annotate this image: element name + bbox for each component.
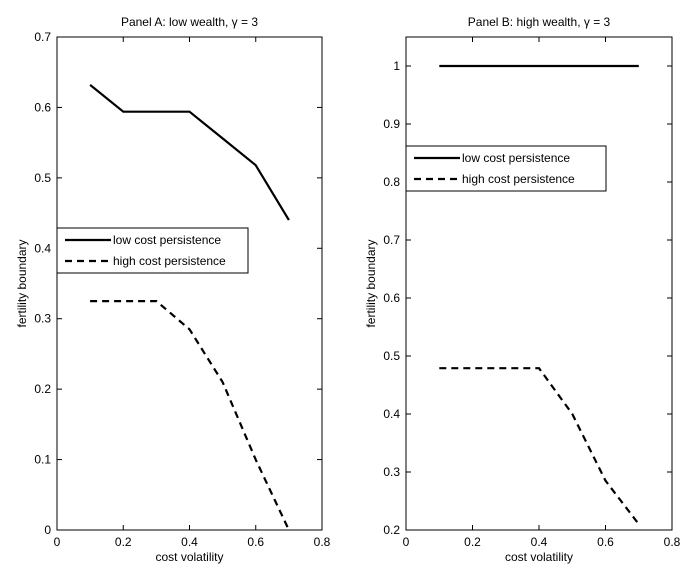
legend: low cost persistence high cost persistenc… [405,145,607,192]
plot-frame [56,36,323,531]
plot-frame [405,36,673,531]
legend-label: high cost persistence [113,254,226,268]
y-tick-label: 0 [44,523,51,537]
legend: low cost persistence high cost persistenc… [56,227,249,274]
y-tick-label: 0.3 [383,465,400,479]
series-line-high-cost-persistence [90,300,290,531]
x-tick-label: 0 [403,535,410,549]
y-tick-label: 0.4 [383,407,400,421]
y-axis-label: fertility boundary [364,239,378,327]
y-tick-label: 0.2 [383,523,400,537]
x-tick-label: 0.2 [464,535,481,549]
y-tick-label: 0.7 [34,30,51,44]
x-tick-label: 0.6 [247,535,264,549]
y-tick-label: 1 [393,59,400,73]
y-tick-label: 0.9 [383,117,400,131]
x-axis-label: cost volatility [155,550,223,564]
y-tick-label: 0.5 [34,171,51,185]
legend-box [56,227,249,274]
y-tick-label: 0.4 [34,241,51,255]
panel-a: Panel A: low wealth, γ = 3 cost volatilit… [15,15,331,564]
y-tick-label: 0.6 [34,100,51,114]
legend-label: low cost persistence [113,233,221,247]
y-tick-label: 0.8 [383,175,400,189]
y-tick-label: 0.6 [383,291,400,305]
y-tick-label: 0.3 [34,312,51,326]
y-tick-label: 0.1 [34,453,51,467]
x-tick-label: 0.4 [531,535,548,549]
x-tick-label: 0.6 [597,535,614,549]
legend-label: high cost persistence [462,172,575,186]
x-tick-label: 0.2 [115,535,132,549]
x-tick-label: 0.8 [314,535,331,549]
chart-title: Panel B: high wealth, γ = 3 [468,15,611,29]
chart-title: Panel A: low wealth, γ = 3 [121,15,258,29]
x-tick-label: 0.8 [664,535,681,549]
y-tick-label: 0.7 [383,233,400,247]
y-tick-label: 0.5 [383,349,400,363]
series-line-low-cost-persistence [89,84,290,221]
x-axis-label: cost volatility [505,550,573,564]
y-tick-label: 0.2 [34,382,51,396]
series-line-high-cost-persistence [439,367,640,525]
legend-box [405,145,607,192]
y-axis-label: fertility boundary [15,239,29,327]
legend-label: low cost persistence [462,151,570,165]
x-tick-label: 0.4 [181,535,198,549]
x-tick-label: 0 [54,535,61,549]
panel-b: Panel B: high wealth, γ = 3 cost volatili… [364,15,681,564]
